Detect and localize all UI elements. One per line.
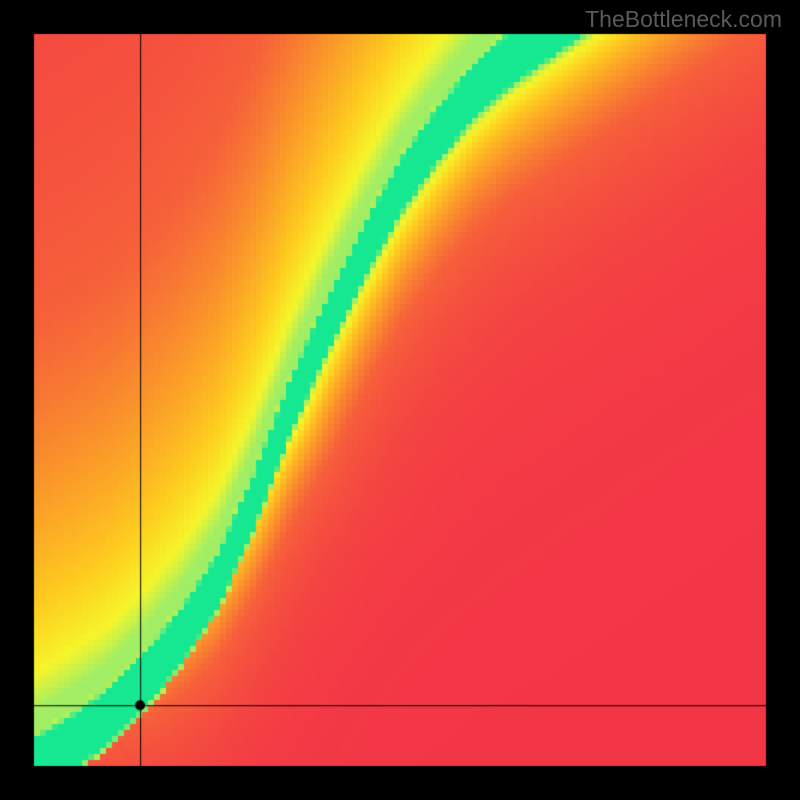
watermark-text: TheBottleneck.com (585, 6, 782, 33)
heatmap-canvas (0, 0, 800, 800)
chart-container: TheBottleneck.com (0, 0, 800, 800)
